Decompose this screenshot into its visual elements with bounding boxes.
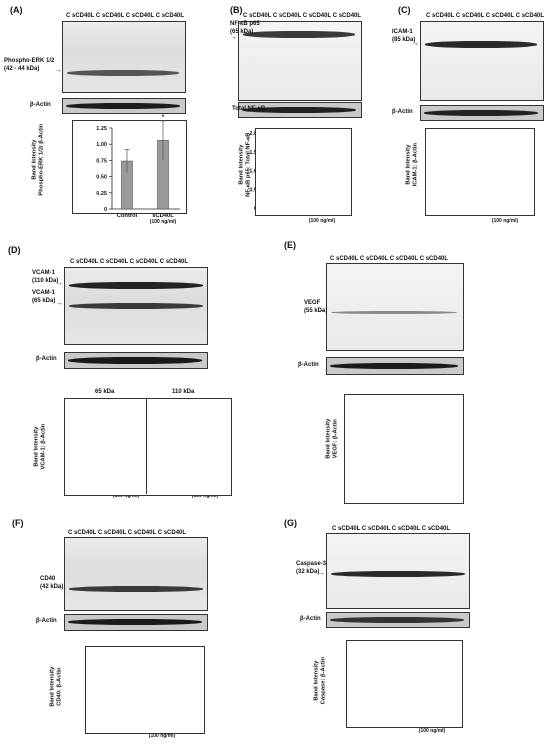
loading-label-c: β-Actin [392,109,413,115]
blot-label-e: VEGF (55 kDa) [304,300,328,314]
y-tick-label-a: 1.00 [96,142,107,148]
y-tick-label-a: 0.50 [96,175,107,181]
arrow-d-65: → [56,300,63,307]
ylabel-e: Band Intensity VEGF: β-Actin [325,418,338,459]
arrow-a: → [55,67,62,74]
panel-label-b: (B) [230,5,243,15]
ylabel-c: Band Intensity ICAM-1: β-Actin [405,142,418,187]
loading-label-g: β-Actin [300,616,321,622]
actin-d [64,352,208,369]
chart-g-frame [346,640,463,728]
category-label-a: sCD40L [152,213,174,219]
actin-a [62,98,186,114]
loading-label-b: Total NF-κB [232,106,266,112]
actin-e [326,357,464,375]
y-tick-label-a: 0 [104,207,107,213]
category-label-d-110: (100 ng/ml) [192,493,219,499]
category-label-g: (100 ng/ml) [419,728,446,734]
chart-b-frame [255,128,352,216]
lane-labels-a: C sCD40L C sCD40L C sCD40L C sCD40L [66,13,185,19]
y-tick-label-a: 1.25 [96,126,107,132]
blot-b-nfkb [238,21,362,101]
y-tick-label-a: 0.75 [96,158,107,164]
blot-a-phospho-erk [62,21,186,93]
blot-c-icam1 [420,21,544,101]
arrow-c: → [412,40,419,47]
arrow-d-110: → [56,280,63,287]
actin-b [238,102,362,118]
y-tick-label-a: 0.25 [96,191,107,197]
loading-label-e: β-Actin [298,362,319,368]
actin-g [326,612,470,628]
chart-d-frame [64,398,232,496]
panel-label-f: (F) [12,518,24,528]
arrow-f: → [56,584,63,591]
arrow-g: → [318,570,325,577]
blot-g-caspase3 [326,533,470,609]
blot-label-a: Phospho-ERK 1/2 (42 - 44 kDa) [4,58,55,72]
lane-labels-c: C sCD40L C sCD40L C sCD40L C sCD40L [426,13,545,19]
arrow-b: → [230,34,237,41]
loading-label-a: β-Actin [30,102,51,108]
blot-label-c: ICAM-1 (85 kDa) [392,29,416,43]
actin-f [64,614,208,631]
ylabel-d: Band Intensity VCAM-1: β-Actin [33,423,46,470]
blot-label-d-110: VCAM-1 (110 kDa) [32,270,59,284]
panel-label-d: (D) [8,245,21,255]
ylabel-g: Band Intensity Caspase: β-Actin [313,656,326,705]
panel-label-e: (E) [284,240,296,250]
chart-e-frame [344,394,464,504]
panel-label-a: (A) [10,5,23,15]
category-label-f: (100 ng/ml) [149,733,176,739]
category-label-a: Control [117,213,138,219]
loading-label-d: β-Actin [36,356,57,362]
panel-label-g: (G) [284,518,297,528]
category-label-a: (100 ng/ml) [150,219,177,225]
blot-d-vcam1 [64,267,208,345]
loading-label-f: β-Actin [36,618,57,624]
chart-c-frame [425,128,535,216]
y-tick-label-b: 1.0 [249,169,257,175]
lane-labels-b: C sCD40L C sCD40L C sCD40L C sCD40L [243,13,362,19]
chart-f-frame [85,646,205,734]
blot-label-b: NF-κB p65 (65 kDa) [230,21,260,35]
category-label-c: (100 ng/ml) [492,218,519,224]
category-label-b: (100 ng/ml) [309,218,336,224]
blot-label-f: CD40 (42 kDa) [40,576,64,590]
panel-label-c: (C) [398,5,411,15]
significance-marker-a: * [161,113,164,122]
blot-f-cd40 [64,537,208,611]
subtitle-d-65: 65 kDa [95,389,115,395]
subtitle-d-110: 110 kDa [172,389,195,395]
blot-e-vegf [326,263,464,351]
arrow-e: → [318,307,325,314]
lane-labels-g: C sCD40L C sCD40L C sCD40L C sCD40L [332,526,451,532]
chart-d-divider [146,398,147,494]
lane-labels-e: C sCD40L C sCD40L C sCD40L C sCD40L [330,256,449,262]
ylabel-f: Band Intensity CD40: β-Actin [49,666,62,707]
lane-labels-f: C sCD40L C sCD40L C sCD40L C sCD40L [68,530,187,536]
blot-label-g: Caspase-3 (32 kDa) [296,561,327,575]
y-tick-label-b: 2.0 [249,131,257,137]
y-tick-label-b: 0.5 [249,187,257,193]
actin-c [420,105,544,121]
ylabel-b: Band Intensity NF-κB p65: Total NF-κB [238,132,251,197]
ylabel-a: Band Intensity Phospho-ERK 1/2/ β-Actin [31,123,44,196]
blot-label-d-65: VCAM-1 (65 kDa) [32,290,56,304]
lane-labels-d: C sCD40L C sCD40L C sCD40L C sCD40L [70,259,189,265]
category-label-d-65: (100 ng/ml) [113,493,140,499]
bar-chart-a: 0 0.25 0.50 0.75 1.00 1.25 Control * sCD40L(100 … [96,113,180,225]
y-tick-label-b: 1.5 [249,150,257,156]
